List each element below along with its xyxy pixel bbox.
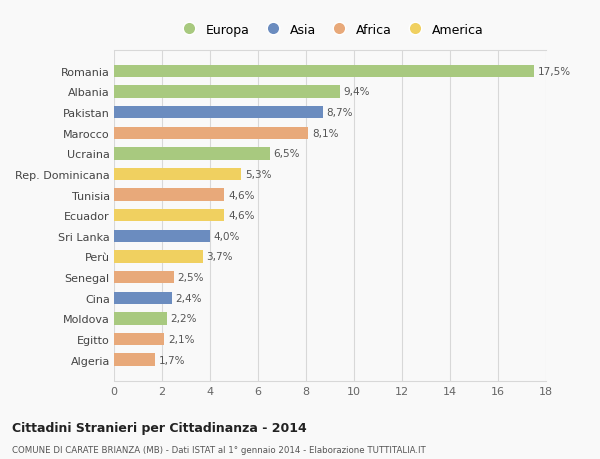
Text: 2,5%: 2,5% — [178, 273, 204, 282]
Text: 8,7%: 8,7% — [326, 108, 353, 118]
Text: 3,7%: 3,7% — [206, 252, 233, 262]
Text: Cittadini Stranieri per Cittadinanza - 2014: Cittadini Stranieri per Cittadinanza - 2… — [12, 421, 307, 434]
Bar — [114, 148, 270, 160]
Bar — [114, 127, 308, 140]
Bar — [114, 86, 340, 98]
Bar — [114, 66, 534, 78]
Text: 17,5%: 17,5% — [538, 67, 571, 77]
Text: 2,4%: 2,4% — [175, 293, 202, 303]
Text: 9,4%: 9,4% — [343, 87, 370, 97]
Text: 6,5%: 6,5% — [274, 149, 300, 159]
Bar — [114, 106, 323, 119]
Text: 2,1%: 2,1% — [168, 334, 194, 344]
Text: 4,6%: 4,6% — [228, 211, 254, 221]
Text: 4,0%: 4,0% — [214, 231, 240, 241]
Bar — [114, 292, 172, 304]
Bar — [114, 189, 224, 202]
Bar — [114, 271, 174, 284]
Text: 4,6%: 4,6% — [228, 190, 254, 200]
Bar — [114, 353, 155, 366]
Text: 2,2%: 2,2% — [170, 313, 197, 324]
Text: 5,3%: 5,3% — [245, 169, 271, 179]
Bar — [114, 168, 241, 181]
Text: 1,7%: 1,7% — [158, 355, 185, 365]
Legend: Europa, Asia, Africa, America: Europa, Asia, Africa, America — [171, 19, 489, 42]
Bar — [114, 313, 167, 325]
Text: COMUNE DI CARATE BRIANZA (MB) - Dati ISTAT al 1° gennaio 2014 - Elaborazione TUT: COMUNE DI CARATE BRIANZA (MB) - Dati IST… — [12, 445, 426, 454]
Bar — [114, 333, 164, 345]
Bar — [114, 210, 224, 222]
Bar — [114, 230, 210, 242]
Bar — [114, 251, 203, 263]
Text: 8,1%: 8,1% — [312, 129, 338, 139]
